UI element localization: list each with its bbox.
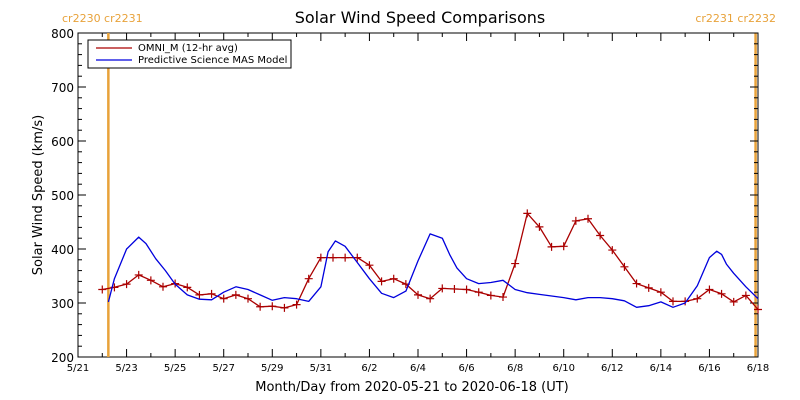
x-tick-label: 5/31 (310, 363, 332, 374)
data-point-marker (535, 222, 544, 231)
data-point-marker (98, 285, 107, 294)
data-point-marker (183, 283, 192, 292)
data-point-marker (511, 259, 520, 268)
data-point-marker (146, 276, 155, 285)
plot-frame (77, 32, 759, 358)
data-point-marker (159, 282, 167, 291)
x-axis-label: Month/Day from 2020-05-21 to 2020-06-18 … (255, 380, 568, 395)
data-point-marker (231, 290, 240, 299)
y-tick-label: 500 (51, 189, 74, 203)
x-tick-label: 6/8 (507, 363, 523, 374)
data-point-marker (304, 274, 313, 283)
data-point-marker (499, 293, 507, 302)
data-point-marker (729, 297, 738, 306)
x-tick-label: 6/2 (361, 363, 377, 374)
data-point-marker (669, 297, 677, 306)
data-point-marker (656, 288, 665, 297)
data-point-marker (717, 289, 726, 298)
data-point-marker (644, 283, 653, 292)
x-tick-label: 5/27 (212, 363, 234, 374)
data-point-marker (207, 289, 216, 298)
data-point-marker (195, 290, 204, 299)
data-point-marker (438, 284, 447, 293)
data-point-marker (584, 214, 592, 223)
data-point-marker (389, 274, 398, 283)
x-tick-label: 6/18 (747, 363, 769, 374)
carrington-rotation-label: cr2230 cr2231 (62, 12, 143, 25)
x-tick-label: 6/6 (459, 363, 475, 374)
data-point-marker (341, 253, 350, 262)
data-point-marker (414, 290, 422, 299)
x-tick-label: 6/4 (410, 363, 426, 374)
data-point-marker (450, 284, 459, 293)
x-tick-label: 5/23 (115, 363, 137, 374)
data-point-marker (474, 288, 483, 297)
x-tick-label: 6/14 (650, 363, 672, 374)
series-line-1 (107, 233, 759, 308)
data-point-marker (365, 261, 374, 270)
data-point-marker (280, 303, 289, 312)
data-point-marker (353, 253, 362, 262)
data-point-marker (632, 279, 641, 288)
data-point-marker (705, 285, 714, 294)
y-tick-label: 600 (51, 135, 74, 149)
data-point-marker (219, 294, 228, 303)
x-tick-label: 5/29 (261, 363, 283, 374)
x-tick-label: 6/10 (552, 363, 574, 374)
x-tick-label: 5/25 (164, 363, 186, 374)
data-point-marker (486, 291, 495, 300)
chart-title: Solar Wind Speed Comparisons (295, 8, 546, 27)
data-point-marker (134, 270, 143, 279)
y-tick-label: 200 (51, 351, 74, 365)
data-point-marker (620, 262, 629, 271)
data-point-marker (316, 253, 325, 262)
y-tick-label: 800 (51, 27, 74, 41)
data-point-marker (256, 302, 265, 311)
legend-box (87, 39, 292, 69)
data-point-marker (426, 294, 435, 303)
data-point-marker (754, 305, 762, 314)
y-tick-label: 700 (51, 81, 74, 95)
data-point-marker (547, 242, 556, 251)
data-point-marker (268, 302, 277, 311)
data-point-marker (377, 277, 386, 286)
data-point-marker (741, 291, 750, 300)
data-point-marker (596, 231, 605, 240)
x-tick-label: 6/12 (601, 363, 623, 374)
data-point-marker (608, 246, 617, 255)
x-tick-label: 5/21 (67, 363, 89, 374)
legend: OMNI_M (12-hr avg) Predictive Science MA… (87, 39, 292, 69)
data-point-marker (122, 280, 131, 289)
data-point-marker (559, 242, 568, 251)
legend-label-omni: OMNI_M (12-hr avg) (138, 43, 238, 54)
data-point-marker (329, 253, 337, 262)
data-point-marker (571, 216, 580, 225)
data-point-marker (292, 300, 301, 309)
data-point-marker (462, 285, 471, 294)
y-axis-label: Solar Wind Speed (km/s) (31, 115, 46, 275)
x-tick-label: 6/16 (698, 363, 720, 374)
data-point-marker (693, 294, 702, 303)
data-point-marker (523, 209, 532, 218)
legend-label-mas: Predictive Science MAS Model (138, 55, 287, 66)
y-tick-label: 300 (51, 297, 74, 311)
data-point-marker (681, 297, 690, 306)
data-point-marker (244, 294, 252, 303)
y-tick-label: 400 (51, 243, 74, 257)
carrington-rotation-label: cr2231 cr2232 (695, 12, 776, 25)
